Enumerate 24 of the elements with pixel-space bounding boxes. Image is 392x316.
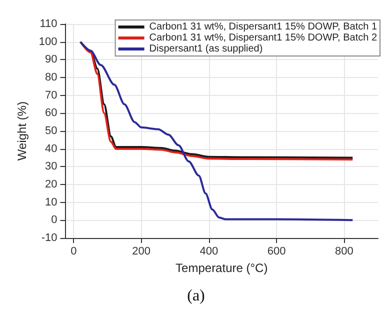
y-tick-label: 100	[38, 36, 58, 48]
legend-label: Carbon1 31 wt%, Dispersant1 15% DOWP, Batch 2	[149, 32, 378, 44]
legend-label: Dispersant1 (as supplied)	[149, 44, 263, 54]
y-tick-label: 40	[45, 142, 58, 155]
y-tick-label: 20	[45, 178, 58, 190]
x-tick-label: 400	[200, 246, 218, 258]
text: (a)	[187, 288, 205, 304]
y-tick-label: 0	[51, 214, 58, 226]
x-tick-label: 0	[70, 246, 77, 258]
y-tick-label: 90	[45, 54, 58, 66]
y-tick-label: 70	[45, 89, 58, 102]
y-tick-label: 80	[45, 72, 58, 84]
y-tick-label: 10	[45, 196, 58, 208]
y-tick-label: 30	[45, 160, 58, 173]
y-tick-label: 110	[40, 18, 58, 30]
y-tick-label: 50	[45, 125, 58, 137]
y-tick-label: -10	[41, 232, 58, 244]
y-axis-title: Weight (%)	[15, 101, 29, 161]
y-tick-label: 60	[45, 107, 58, 120]
legend-label: Carbon1 31 wt%, Dispersant1 15% DOWP, Batch 1	[149, 22, 378, 32]
x-axis-title: Temperature (°C)	[176, 261, 268, 275]
x-tick-label: 600	[267, 246, 286, 258]
x-tick-label: 800	[335, 246, 354, 258]
x-tick-label: 200	[132, 246, 151, 258]
